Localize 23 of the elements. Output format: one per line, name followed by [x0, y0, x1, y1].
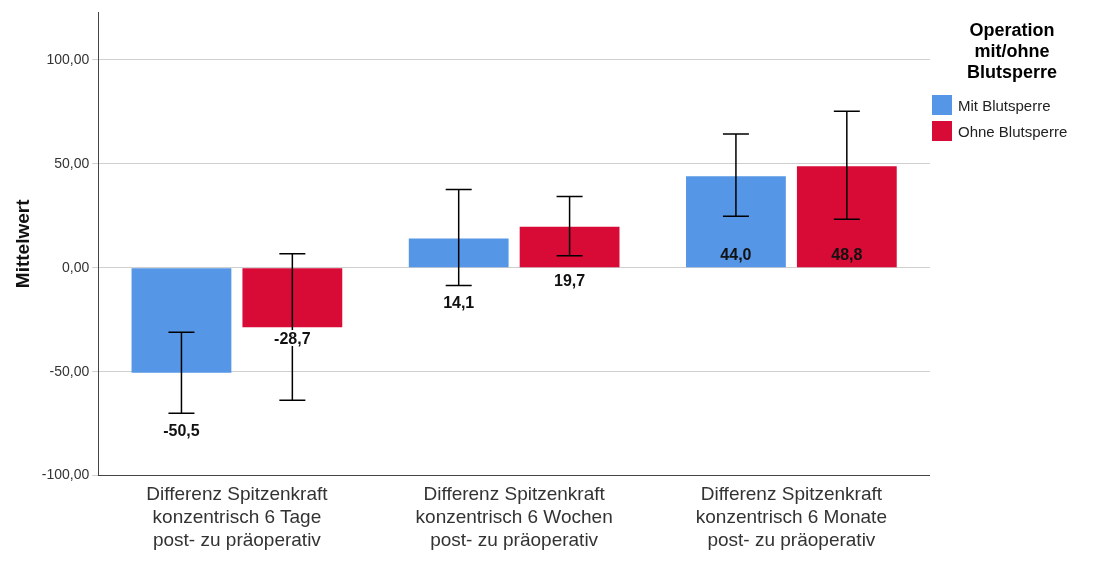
bar [242, 268, 343, 328]
data-label: 48,8 [831, 246, 863, 264]
y-tick-label: 100,00 [46, 50, 90, 67]
bar [408, 238, 509, 268]
bar [519, 226, 620, 268]
data-label: 44,0 [720, 246, 752, 264]
legend-label: Mit Blutsperre [958, 96, 1051, 114]
y-tick-label: 0,00 [62, 258, 90, 275]
y-tick-label: 50,00 [54, 154, 90, 171]
bar [131, 268, 232, 373]
x-tick-label: Differenz Spitzenkraft konzentrisch 6 Monate post- zu präoperativ [695, 483, 887, 550]
legend-title: Operation mit/ohne Blutsperre [966, 20, 1058, 83]
data-label: 19,7 [554, 272, 586, 290]
bar [686, 176, 786, 268]
data-label: 14,1 [443, 293, 475, 311]
x-tick-label: Differenz Spitzenkraft konzentrisch 6 Tage post- zu präoperativ [146, 483, 329, 550]
bar [796, 166, 897, 268]
y-tick-label: -100,00 [41, 466, 90, 483]
x-tick-label: Differenz Spitzenkraft konzentrisch 6 Wochen post- zu präoperativ [415, 483, 613, 550]
y-axis-title: Mittelwert [11, 198, 33, 289]
y-tick-label: -50,00 [49, 362, 90, 379]
legend-label: Ohne Blutsperre [958, 122, 1068, 140]
data-label: -50,5 [163, 421, 200, 439]
